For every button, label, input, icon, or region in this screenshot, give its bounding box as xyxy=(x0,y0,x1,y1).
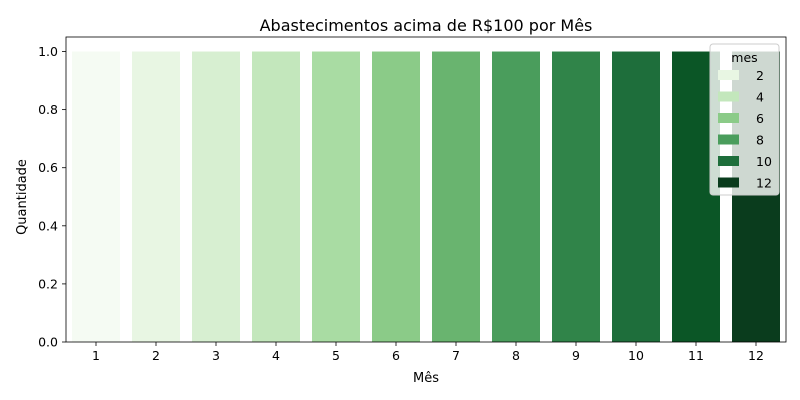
y-tick-label: 0.6 xyxy=(38,160,58,175)
bar-month-2 xyxy=(132,51,180,343)
x-tick-label: 12 xyxy=(748,348,764,363)
bar-month-6 xyxy=(372,51,420,343)
x-tick-label: 3 xyxy=(212,348,220,363)
x-tick-label: 8 xyxy=(512,348,520,363)
bar-month-1 xyxy=(72,51,120,343)
bar-month-10 xyxy=(612,51,660,343)
legend-entry-label: 4 xyxy=(756,90,764,105)
x-tick-label: 9 xyxy=(572,348,580,363)
x-tick-label: 5 xyxy=(332,348,340,363)
legend-swatch xyxy=(718,91,739,102)
x-tick-label: 1 xyxy=(92,348,100,363)
y-tick-label: 0.8 xyxy=(38,102,58,117)
x-tick-label: 10 xyxy=(628,348,644,363)
axes-group: 1 2 3 4 5 6 7 8 9 10 11 120.00.20.40.60.81.0 xyxy=(38,36,787,363)
bar-month-4 xyxy=(252,51,300,343)
y-tick-label: 0.2 xyxy=(38,276,58,291)
legend-title: mes xyxy=(731,50,757,65)
legend-entry-label: 10 xyxy=(756,154,772,169)
x-tick-label: 6 xyxy=(392,348,400,363)
y-tick-label: 1.0 xyxy=(38,44,58,59)
x-tick-label: 7 xyxy=(452,348,460,363)
legend-entry-label: 6 xyxy=(756,111,764,126)
chart-title: Abastecimentos acima de R$100 por Mês xyxy=(260,16,593,35)
legend-swatch xyxy=(718,156,739,166)
legend-entry-label: 2 xyxy=(756,68,764,83)
bar-month-5 xyxy=(312,51,360,343)
x-tick-label: 2 xyxy=(152,348,160,363)
legend-entry-label: 8 xyxy=(756,133,764,148)
legend: mes 2 4 6 8 10 12 xyxy=(709,43,780,196)
bar-month-8 xyxy=(492,51,540,343)
bar-month-3 xyxy=(192,51,240,343)
y-tick-label: 0.0 xyxy=(38,335,58,350)
legend-swatch xyxy=(718,177,739,188)
bars-group xyxy=(72,51,780,343)
x-axis-label: Mês xyxy=(413,371,439,386)
legend-swatch xyxy=(718,113,739,123)
legend-swatch xyxy=(718,70,739,80)
bar-month-9 xyxy=(552,51,600,343)
bar-month-7 xyxy=(432,51,480,343)
legend-entry-label: 12 xyxy=(756,176,772,191)
x-tick-label: 11 xyxy=(688,348,704,363)
plot-frame xyxy=(65,36,787,343)
legend-swatch xyxy=(718,134,739,145)
x-tick-label: 4 xyxy=(272,348,280,363)
y-tick-label: 0.4 xyxy=(38,218,58,233)
y-axis-label: Quantidade xyxy=(15,159,30,235)
